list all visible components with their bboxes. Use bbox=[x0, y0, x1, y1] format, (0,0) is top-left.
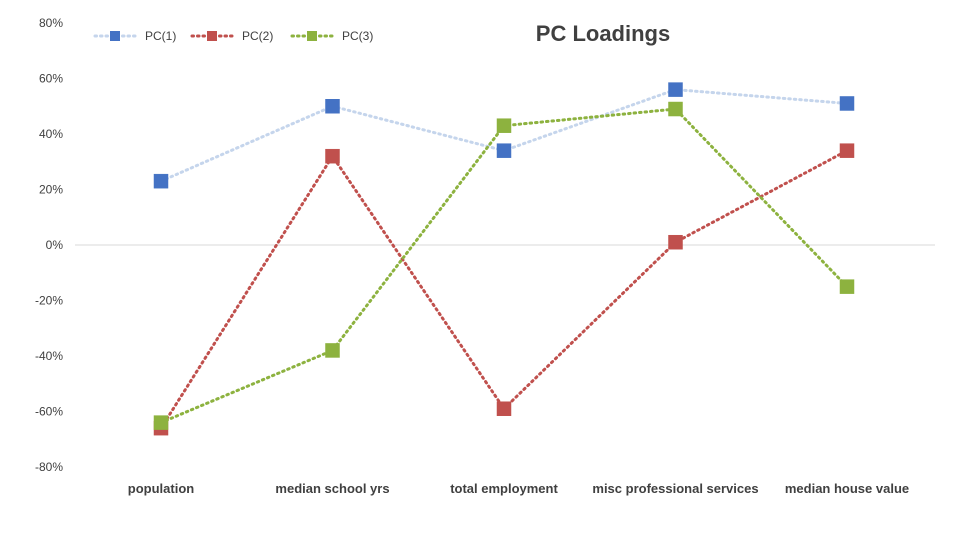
marker-pc2-2 bbox=[496, 401, 512, 416]
x-category-label: median school yrs bbox=[275, 481, 389, 496]
legend-marker-pc2 bbox=[207, 31, 217, 41]
marker-pc2-1 bbox=[325, 148, 340, 164]
y-axis: 80% 60% 40% 20% 0% -20% -40% -60% -80% bbox=[35, 16, 63, 474]
series-lines bbox=[159, 88, 849, 430]
marker-pc2-3 bbox=[668, 234, 683, 250]
y-tick-label: -40% bbox=[35, 349, 63, 363]
y-tick-label: -80% bbox=[35, 460, 63, 474]
x-category-label: misc professional services bbox=[592, 481, 758, 496]
series-line-pc2 bbox=[159, 149, 849, 430]
legend-label-pc3: PC(3) bbox=[342, 29, 373, 43]
y-tick-label: 0% bbox=[46, 238, 64, 252]
marker-pc1-4 bbox=[839, 96, 855, 111]
series-markers bbox=[153, 82, 855, 436]
series-line-pc1 bbox=[159, 88, 849, 183]
x-category-label: total employment bbox=[450, 481, 558, 496]
legend-marker-pc1 bbox=[110, 31, 120, 41]
marker-pc1-2 bbox=[496, 143, 512, 158]
legend-marker-pc3 bbox=[307, 31, 317, 41]
legend: PC(1) PC(2) PC(3) bbox=[93, 29, 373, 43]
marker-pc1-3 bbox=[668, 82, 683, 97]
marker-pc3-4 bbox=[839, 279, 855, 294]
y-tick-label: 80% bbox=[39, 16, 63, 30]
marker-pc1-0 bbox=[153, 173, 169, 189]
legend-label-pc1: PC(1) bbox=[145, 29, 176, 43]
marker-pc1-1 bbox=[325, 99, 340, 114]
y-tick-label: 60% bbox=[39, 72, 63, 86]
marker-pc3-2 bbox=[496, 118, 512, 133]
marker-pc3-0 bbox=[153, 415, 169, 430]
y-tick-label: 40% bbox=[39, 127, 63, 141]
y-tick-label: -60% bbox=[35, 405, 63, 419]
y-tick-label: 20% bbox=[39, 183, 63, 197]
chart-title: PC Loadings bbox=[536, 21, 670, 46]
x-category-label: median house value bbox=[785, 481, 909, 496]
marker-pc2-4 bbox=[839, 143, 855, 158]
marker-pc3-1 bbox=[325, 343, 340, 358]
legend-label-pc2: PC(2) bbox=[242, 29, 273, 43]
x-axis: population median school yrs total employm… bbox=[128, 481, 909, 496]
x-category-label: population bbox=[128, 481, 194, 496]
y-tick-label: -20% bbox=[35, 294, 63, 308]
marker-pc3-3 bbox=[668, 101, 683, 117]
